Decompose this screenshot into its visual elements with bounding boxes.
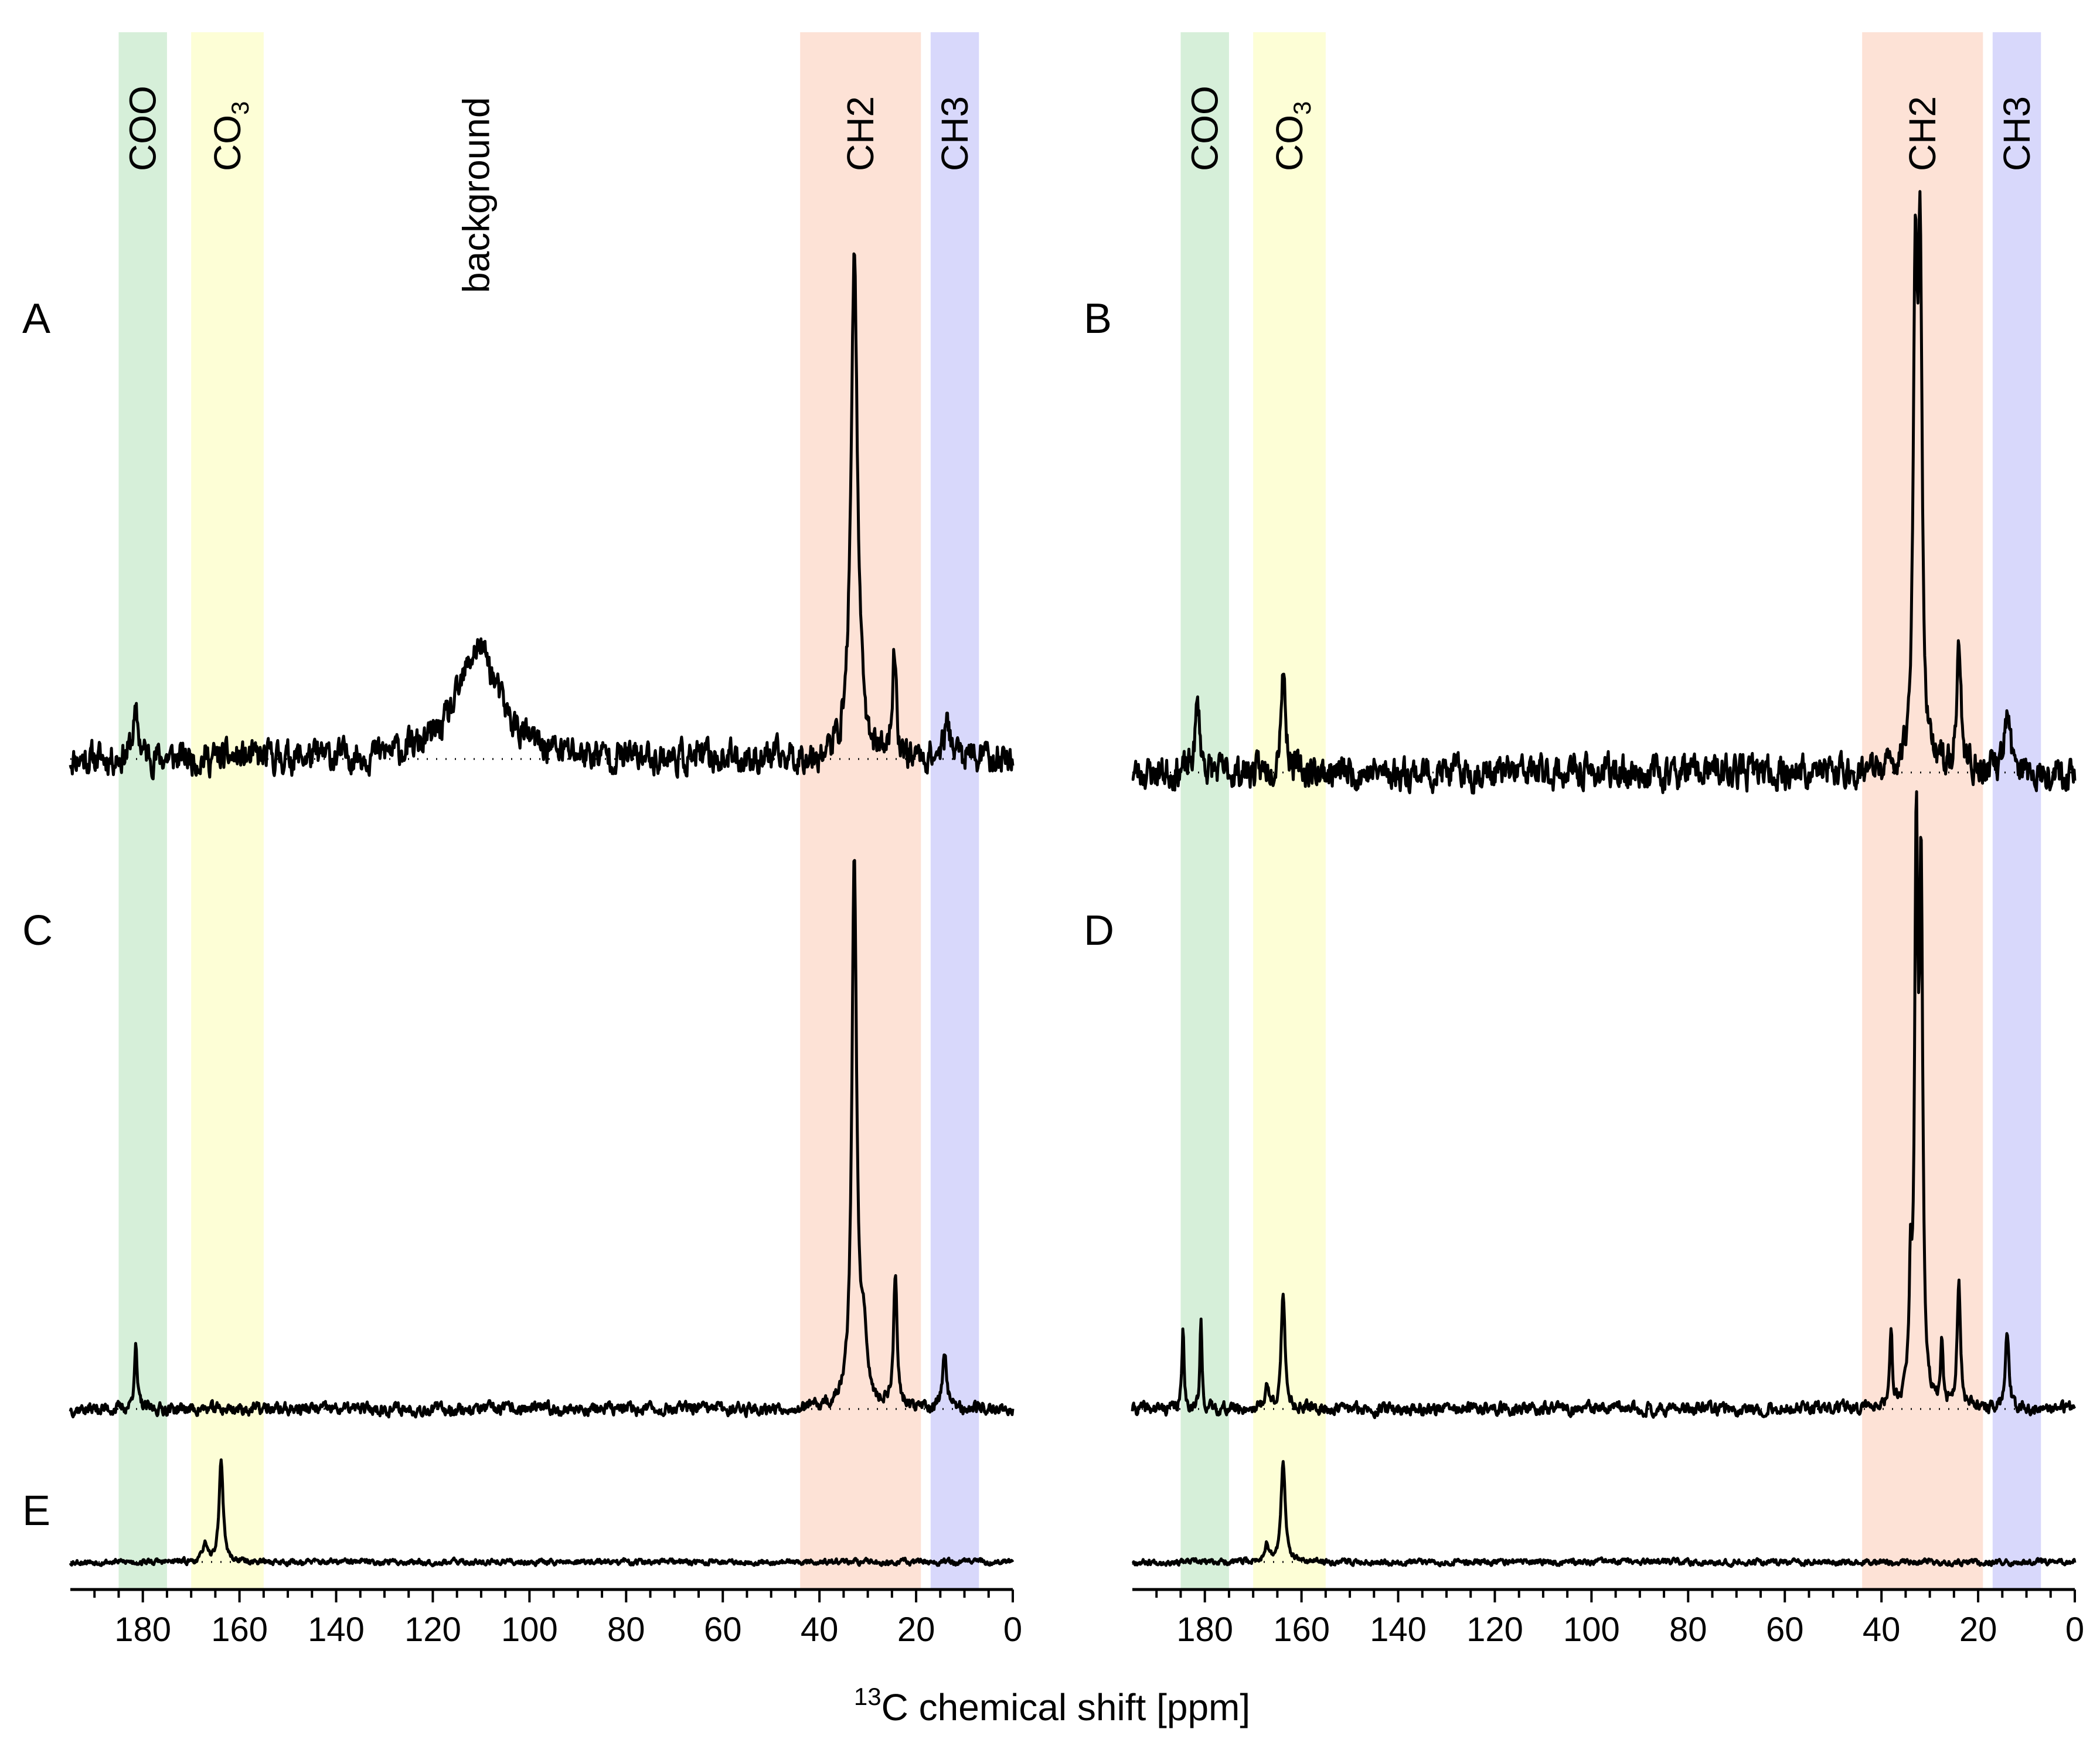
x-tick-label: 20	[1959, 1611, 1997, 1649]
spectrum-trace-d	[1131, 790, 2077, 1420]
x-tick-label: 120	[1466, 1611, 1523, 1649]
band-label-subscript: 3	[226, 101, 254, 115]
band-label-text: CH3	[1996, 96, 2038, 171]
band-ch3-right	[1992, 32, 2041, 1590]
band-group-right	[1180, 32, 2041, 1590]
band-label-ch3-left: CH3	[934, 96, 976, 171]
band-label-text: CH2	[839, 96, 881, 171]
band-label-text: CH3	[934, 96, 976, 171]
x-tick-label: 20	[897, 1611, 935, 1649]
band-label-co3-right: CO3	[1268, 101, 1316, 171]
band-label-text: CH2	[1901, 96, 1944, 171]
band-co3-left	[191, 32, 264, 1590]
x-tick-label: 180	[114, 1611, 171, 1649]
x-tick-label: 0	[1003, 1611, 1022, 1649]
x-tick-label: 100	[1563, 1611, 1620, 1649]
x-tick-label: 120	[404, 1611, 461, 1649]
band-label-text: CO	[206, 115, 249, 171]
band-labels: COO CO3 CH2 CH3 COO CO3 CH2 CH3 backgrou…	[122, 86, 2038, 293]
band-label-text: COO	[122, 86, 164, 171]
x-tick-label: 60	[704, 1611, 742, 1649]
band-label-coo-left: COO	[122, 86, 164, 171]
panel-letter-c: C	[22, 907, 53, 954]
band-label-ch2-right: CH2	[1901, 96, 1944, 171]
panel-letter-a: A	[22, 295, 50, 342]
x-tick-label: 60	[1766, 1611, 1804, 1649]
band-ch2-left	[800, 32, 921, 1590]
spectrum-trace-e-left	[69, 1458, 1015, 1568]
x-axis-title-text: C chemical shift [ppm]	[881, 1686, 1251, 1728]
band-label-coo-right: COO	[1184, 86, 1226, 171]
band-label-text: CO	[1268, 115, 1311, 171]
band-coo-right	[1180, 32, 1229, 1590]
x-tick-label: 140	[1370, 1611, 1427, 1649]
spectra	[69, 190, 2077, 1568]
x-tick-label: 100	[501, 1611, 558, 1649]
x-axis-ticks: 180 160 140 120 100 80 60 40 20 0 180 160 140 120 100 8…	[93, 1590, 2084, 1649]
spectrum-trace-e-right	[1131, 1460, 2077, 1568]
background-annotation: background	[455, 97, 498, 293]
x-tick-label: 40	[801, 1611, 839, 1649]
panel-letter-b: B	[1084, 295, 1112, 342]
band-label-ch2-left: CH2	[839, 96, 881, 171]
band-group-left	[118, 32, 979, 1590]
band-label-co3-left: CO3	[206, 101, 254, 171]
spectrum-trace-b	[1131, 190, 2077, 795]
band-label-text: COO	[1184, 86, 1226, 171]
band-ch3-left	[930, 32, 979, 1590]
spectrum-trace-a	[69, 252, 1015, 781]
band-coo-left	[118, 32, 167, 1590]
band-ch2-right	[1862, 32, 1983, 1590]
x-tick-label: 160	[211, 1611, 268, 1649]
x-axis-title-superscript: 13	[854, 1683, 881, 1710]
spectrum-trace-c	[69, 859, 1015, 1419]
panel-letters: A B C D E	[22, 295, 1114, 1534]
x-tick-label: 40	[1863, 1611, 1901, 1649]
band-label-ch3-right: CH3	[1996, 96, 2038, 171]
panel-letter-e: E	[22, 1488, 50, 1534]
x-tick-label: 80	[607, 1611, 645, 1649]
x-tick-label: 140	[308, 1611, 365, 1649]
x-tick-label: 80	[1669, 1611, 1707, 1649]
band-co3-right	[1253, 32, 1326, 1590]
panel-letter-d: D	[1084, 907, 1114, 954]
x-tick-label: 180	[1176, 1611, 1233, 1649]
x-tick-label: 160	[1273, 1611, 1330, 1649]
x-axis-title: 13C chemical shift [ppm]	[854, 1683, 1250, 1728]
band-label-subscript: 3	[1288, 101, 1316, 115]
x-tick-label: 0	[2065, 1611, 2084, 1649]
